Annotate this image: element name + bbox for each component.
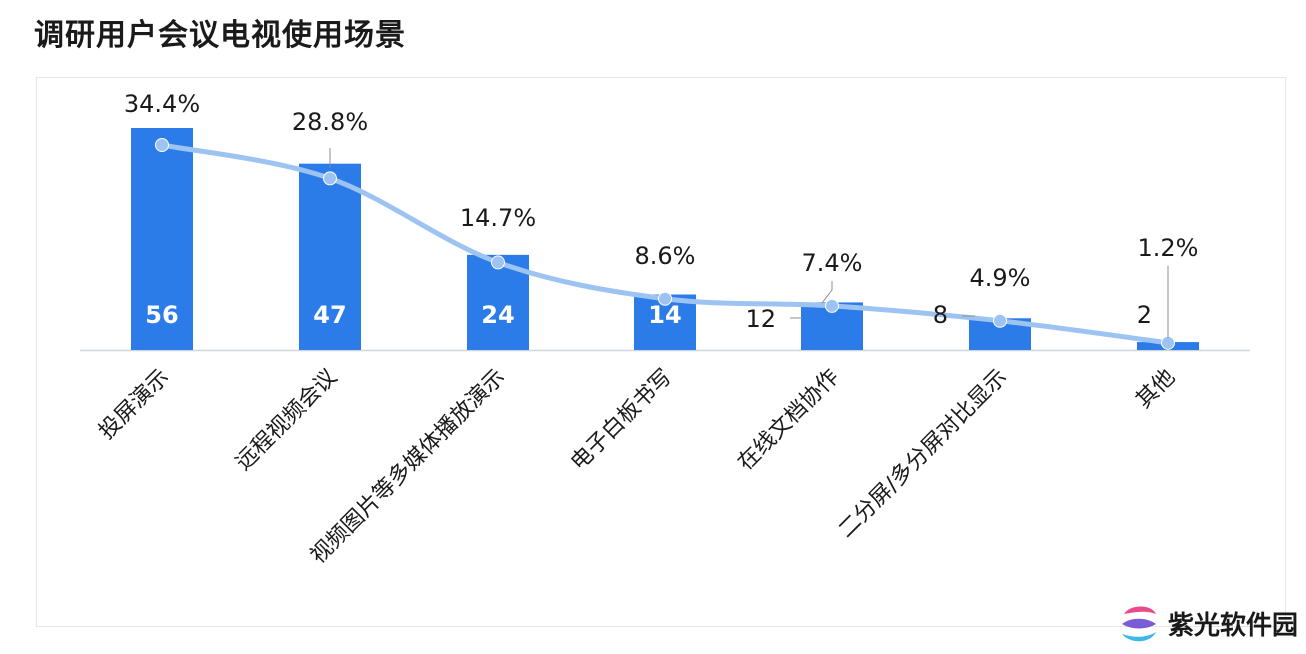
percentage-label: 34.4%: [124, 90, 200, 118]
line-point: [658, 291, 672, 306]
bar: [299, 163, 361, 350]
percentage-leader-line: [821, 281, 833, 304]
percentage-label: 14.7%: [460, 204, 536, 232]
watermark: 紫光软件园: [1116, 600, 1298, 646]
value-label: 56: [145, 301, 178, 329]
category-tick-label: 视频图片等多媒体播放演示: [306, 365, 510, 569]
value-label: 12: [745, 305, 776, 333]
category-tick-label: 远程视频会议: [231, 365, 342, 476]
category-tick-label: 电子白板书写: [566, 365, 677, 476]
value-label: 2: [1137, 301, 1152, 329]
watermark-logo-icon: [1121, 606, 1156, 642]
line-point: [155, 138, 169, 152]
chart-card: [36, 77, 1286, 627]
percentage-label: 28.8%: [292, 108, 368, 136]
chart-title: 调研用户会议电视使用场景: [34, 18, 406, 53]
category-tick-label: 在线文档协作: [733, 365, 844, 476]
category-tick-label: 其他: [1131, 365, 1180, 414]
percentage-label: 1.2%: [1138, 234, 1199, 262]
bar: [131, 128, 193, 350]
line-point: [825, 298, 839, 313]
percentage-label: 7.4%: [802, 249, 863, 277]
percentage-label: 4.9%: [970, 264, 1031, 292]
line-point: [1161, 335, 1175, 350]
line-point: [993, 313, 1007, 328]
value-label: 8: [933, 301, 948, 329]
watermark-text: 紫光软件园: [1167, 610, 1298, 641]
line-point: [323, 171, 337, 186]
value-label: 14: [648, 301, 681, 329]
category-tick-label: 二分屏/多分屏对比显示: [834, 365, 1012, 543]
value-label: 24: [481, 301, 514, 329]
line-point: [491, 255, 505, 270]
value-label: 47: [313, 301, 346, 329]
category-tick-label: 投屏演示: [94, 365, 174, 445]
percentage-label: 8.6%: [635, 242, 696, 270]
